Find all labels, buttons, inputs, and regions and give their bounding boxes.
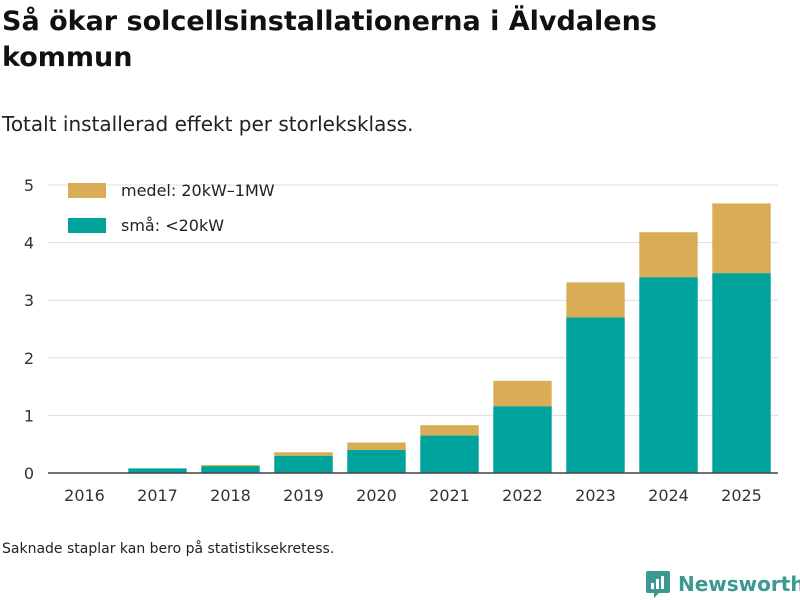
y-tick-label: 4 [24,234,34,253]
bar-medel-2024 [639,232,698,278]
x-tick-label: 2019 [283,486,324,505]
bar-medel-2019 [274,452,333,456]
bar-sma-2024 [639,277,698,473]
bar-medel-2020 [347,442,406,450]
legend-label: små: <20kW [121,216,224,235]
x-tick-label: 2018 [210,486,251,505]
x-tick-label: 2021 [429,486,470,505]
bar-sma-2021 [420,435,479,473]
y-tick-label: 3 [24,291,34,310]
x-tick-label: 2022 [502,486,543,505]
legend-label: medel: 20kW–1MW [121,181,275,200]
legend-swatch [68,183,106,198]
bar-sma-2023 [566,317,625,473]
bar-medel-2018 [201,464,260,467]
legend: medel: 20kW–1MW små: <20kW [68,181,275,235]
stacked-bar-chart: 0 1 2 3 4 5 2016 2017 2018 2019 2020 2021 2022 2023 20… [24,176,778,505]
bars [128,203,771,473]
bar-medel-2022 [493,380,552,407]
x-tick-label: 2017 [137,486,178,505]
legend-swatch [68,218,106,233]
newsworthy-logo-icon [646,571,670,598]
y-tick-label: 5 [24,176,34,195]
x-tick-label: 2024 [648,486,689,505]
bar-sma-2025 [712,273,771,473]
x-tick-label: 2025 [721,486,762,505]
brand-logo: Newsworthy [645,568,800,600]
bar-medel-2023 [566,282,625,318]
axes: 0 1 2 3 4 5 2016 2017 2018 2019 2020 2021 2022 2023 20… [24,176,778,505]
bar-sma-2017 [128,468,187,473]
y-tick-label: 2 [24,349,34,368]
bar-sma-2022 [493,406,552,473]
x-tick-label: 2023 [575,486,616,505]
bar-sma-2019 [274,455,333,473]
bar-sma-2020 [347,449,406,473]
y-tick-label: 1 [24,406,34,425]
bar-medel-2021 [420,425,479,436]
x-tick-label: 2016 [64,486,105,505]
bar-medel-2025 [712,203,771,274]
bar-sma-2018 [201,466,260,473]
footnote: Saknade staplar kan bero på statistiksek… [2,541,335,557]
chart-subtitle: Totalt installerad effekt per storlekskl… [2,112,414,136]
y-tick-label: 0 [24,464,34,483]
chart-title: Så ökar solcellsinstallationerna i Älvda… [2,6,657,73]
brand-name: Newsworthy [678,572,800,596]
x-tick-label: 2020 [356,486,397,505]
